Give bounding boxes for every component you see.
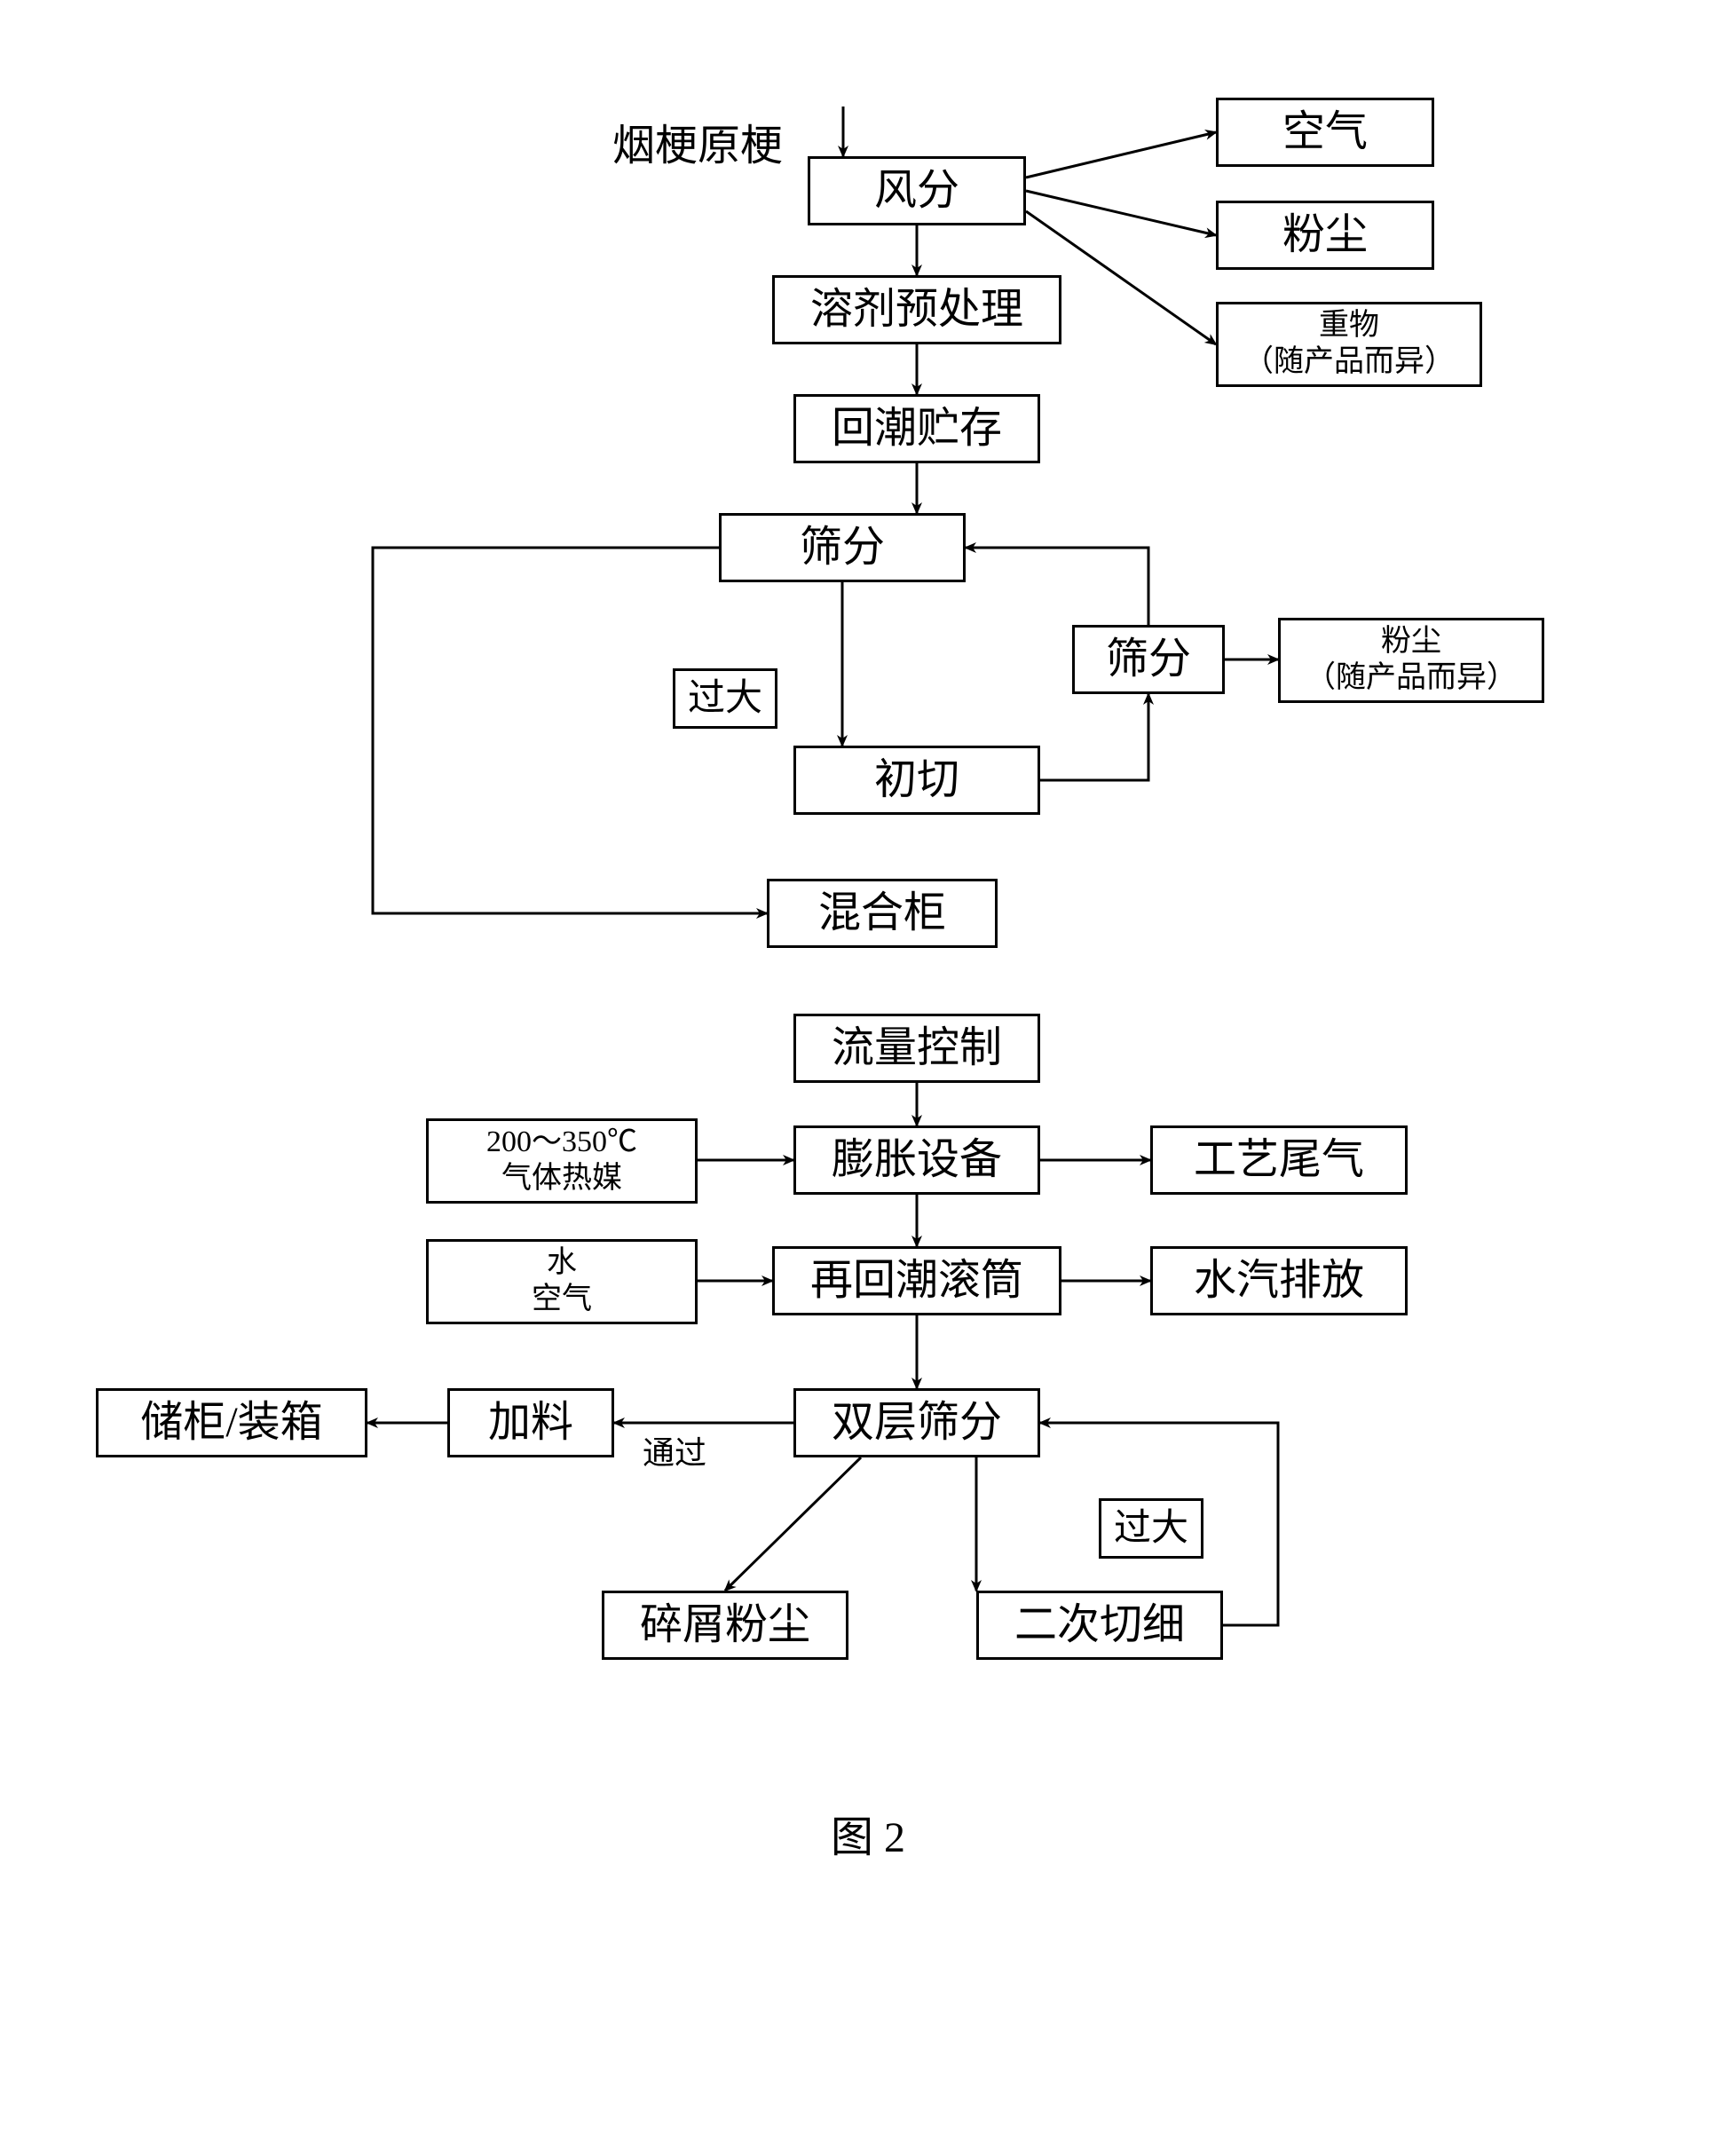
node-zaihui: 再回潮滚筒 xyxy=(772,1246,1061,1315)
node-pengzhang: 膨胀设备 xyxy=(793,1125,1040,1195)
edge-fengfen->kongqi xyxy=(1026,132,1216,178)
edge-shuangceng->suixie xyxy=(725,1457,861,1591)
edge-shaifen2->shaifen1 xyxy=(966,548,1148,625)
label-oversize2: 过大 xyxy=(1099,1498,1203,1559)
node-rongji: 溶剂预处理 xyxy=(772,275,1061,344)
node-zhongwu: 重物 （随产品而异） xyxy=(1216,302,1482,387)
node-suixie: 碎屑粉尘 xyxy=(602,1591,848,1660)
node-liuliang: 流量控制 xyxy=(793,1014,1040,1083)
edge-fengfen->fenchen1 xyxy=(1026,191,1216,235)
node-remei: 200～350℃ 气体热媒 xyxy=(426,1118,698,1204)
node-shuiqi: 水汽排放 xyxy=(1150,1246,1408,1315)
node-fenchen1: 粉尘 xyxy=(1216,201,1434,270)
node-shaifen2: 筛分 xyxy=(1072,625,1225,694)
edge-chuqie->shaifen2 xyxy=(1040,694,1148,780)
node-chuqie: 初切 xyxy=(793,746,1040,815)
node-huichao: 回潮贮存 xyxy=(793,394,1040,463)
node-fengfen: 风分 xyxy=(808,156,1026,225)
edge-shaifen1->hunhegui_left xyxy=(373,548,767,913)
node-shaifen1: 筛分 xyxy=(719,513,966,582)
node-jialiao: 加料 xyxy=(447,1388,614,1457)
node-erci: 二次切细 xyxy=(976,1591,1223,1660)
node-chugui: 储柜/装箱 xyxy=(96,1388,367,1457)
node-kongqi: 空气 xyxy=(1216,98,1434,167)
node-fenchen2: 粉尘 （随产品而异） xyxy=(1278,618,1544,703)
node-shuangceng: 双层筛分 xyxy=(793,1388,1040,1457)
label-input: 烟梗原梗 xyxy=(612,110,783,172)
label-pass: 通过 xyxy=(643,1427,706,1473)
figure-caption: 图 2 xyxy=(831,1802,905,1864)
node-hunhegui: 混合柜 xyxy=(767,879,998,948)
label-oversize1: 过大 xyxy=(673,668,777,729)
node-shuikongqi: 水 空气 xyxy=(426,1239,698,1324)
node-weiqi: 工艺尾气 xyxy=(1150,1125,1408,1195)
